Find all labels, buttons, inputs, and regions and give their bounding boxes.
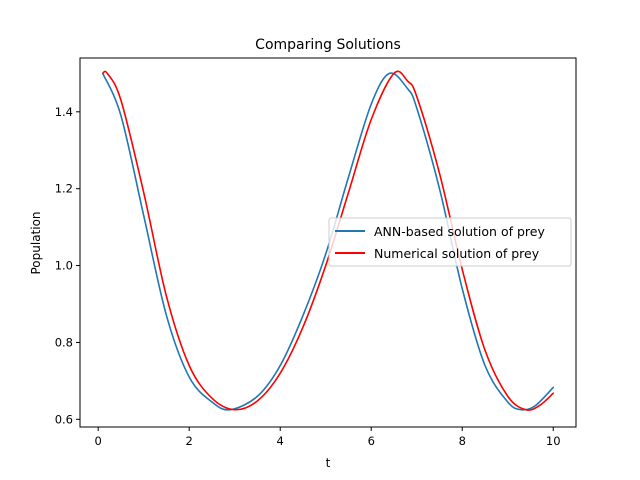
x-ticks: 0 2 4 6 8 10	[95, 427, 561, 448]
legend: ANN-based solution of prey Numerical sol…	[328, 217, 572, 267]
legend-label-ann: ANN-based solution of prey	[374, 224, 545, 239]
x-tick-label: 8	[459, 434, 466, 448]
y-ticks: 0.6 0.8 1.0 1.2 1.4	[55, 105, 80, 426]
axes-frame	[79, 57, 577, 428]
x-tick-label: 2	[186, 434, 193, 448]
legend-label-numerical: Numerical solution of prey	[374, 246, 540, 261]
series-line-ann	[101, 72, 555, 411]
y-tick-label: 1.2	[55, 182, 73, 196]
x-tick-label: 4	[277, 434, 284, 448]
x-tick-label: 0	[95, 434, 102, 448]
y-tick-label: 1.0	[55, 259, 73, 273]
legend-box	[328, 217, 572, 267]
y-axis-label: Population	[29, 211, 43, 274]
y-tick-label: 0.6	[55, 412, 73, 426]
x-tick-label: 6	[368, 434, 375, 448]
y-tick-label: 1.4	[55, 105, 73, 119]
y-tick-label: 0.8	[55, 335, 73, 349]
chart-title: Comparing Solutions	[255, 37, 401, 53]
x-tick-label: 10	[546, 434, 561, 448]
x-axis-label: t	[326, 456, 331, 470]
